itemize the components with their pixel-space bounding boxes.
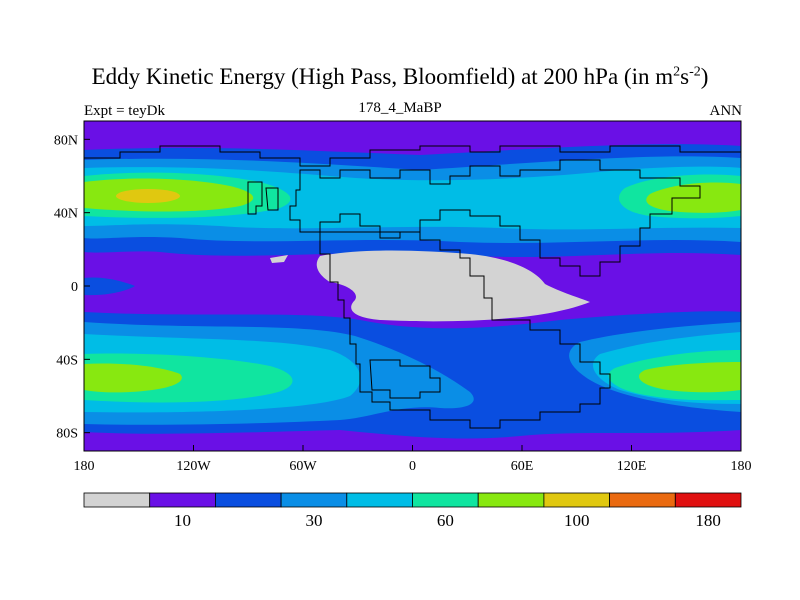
colorbar-swatch: [214, 492, 282, 508]
colorbar-label: 180: [695, 511, 721, 530]
title-unit: s: [680, 64, 690, 89]
coastline-continent-4: [304, 231, 611, 429]
colorbar-swatch: [543, 492, 611, 508]
contour-field: [84, 121, 741, 451]
coastline-continent-2: [247, 181, 263, 215]
colorbar-label: 10: [174, 511, 191, 530]
colorbar-swatch: [609, 492, 676, 508]
title-superscript-2: -2: [689, 64, 701, 80]
colorbar-swatch: [280, 492, 348, 508]
colorbar-label: 100: [564, 511, 590, 530]
nh-max-level7: [116, 189, 180, 203]
x-tick-label: 60W: [289, 459, 317, 474]
x-tick-label: 0: [409, 459, 416, 474]
experiment-label: Expt = teyDk: [84, 103, 165, 119]
x-tick-label: 60E: [511, 459, 534, 474]
colorbar-label: 60: [437, 511, 454, 530]
sh-band-level6-east: [638, 362, 741, 393]
sh-band-level6: [84, 363, 182, 393]
chart-title: Eddy Kinetic Energy (High Pass, Bloomfie…: [0, 64, 800, 90]
x-tick-label: 120W: [176, 459, 211, 474]
coastline-continent-3: [265, 187, 279, 211]
colorbar-swatch: [674, 492, 742, 508]
y-tick-label: 80N: [54, 133, 78, 148]
colorbar-swatch: [83, 492, 151, 508]
masked-small: [270, 255, 288, 263]
colorbar-swatch: [412, 492, 479, 508]
coastline-continent-5: [369, 359, 441, 399]
tropics-level2: [84, 277, 135, 296]
y-tick-label: 0: [71, 280, 78, 295]
coastlines: [84, 145, 741, 429]
y-tick-label: 40N: [54, 207, 78, 222]
colorbar-swatch: [477, 492, 545, 508]
colorbar-label: 30: [305, 511, 322, 530]
y-tick-label: 40S: [56, 353, 78, 368]
masked-region: [316, 250, 590, 322]
coastline-continent-1: [289, 159, 701, 277]
y-tick-label: 80S: [56, 427, 78, 442]
title-close: ): [700, 64, 709, 89]
chart-subtitle: 178_4_MaBP: [358, 100, 442, 116]
x-tick-label: 180: [74, 459, 95, 474]
season-label: ANN: [709, 103, 743, 119]
coastline-north: [84, 145, 741, 167]
colorbar: 10 30 60 100 180: [83, 492, 742, 530]
title-superscript-1: 2: [673, 64, 681, 80]
title-text: Eddy Kinetic Energy (High Pass, Bloomfie…: [91, 64, 674, 89]
colorbar-swatch: [149, 492, 216, 508]
colorbar-swatch: [346, 492, 413, 508]
y-axis: 80N 40N 0 40S 80S: [54, 133, 90, 442]
x-tick-label: 180: [731, 459, 752, 474]
x-tick-label: 120E: [617, 459, 647, 474]
x-axis: 180 120W 60W 0 60E 120E 180: [74, 445, 752, 474]
